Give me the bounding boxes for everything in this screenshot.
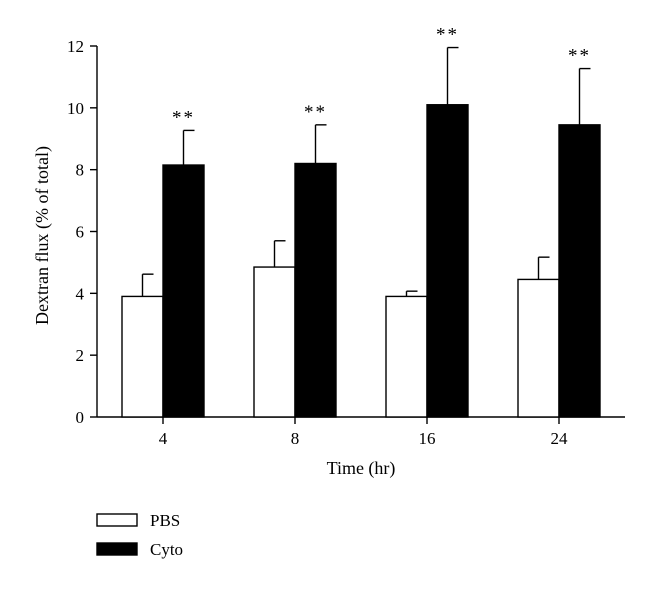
x-tick-label: 4 [159, 429, 168, 448]
y-axis-title: Dextran flux (% of total) [32, 146, 53, 325]
legend-swatch-cyto [96, 542, 138, 556]
bar-pbs [385, 295, 428, 418]
x-axis-title: Time (hr) [327, 458, 396, 479]
significance-marker: ** [304, 102, 327, 123]
bar-cyto [294, 162, 337, 418]
bar-pbs [121, 295, 164, 418]
bar-cyto [426, 104, 469, 418]
legend-swatch-pbs [96, 513, 138, 527]
y-tick-label: 0 [76, 408, 85, 427]
y-tick-label: 2 [76, 346, 85, 365]
bar-cyto [558, 124, 601, 418]
y-tick-label: 6 [76, 223, 85, 242]
legend-label-pbs: PBS [150, 511, 180, 530]
significance-marker: ** [436, 25, 459, 46]
y-tick-label: 4 [76, 284, 85, 303]
x-tick-label: 16 [419, 429, 436, 448]
significance-marker: ** [568, 46, 591, 67]
significance-marker: ** [172, 107, 195, 128]
y-tick-label: 12 [67, 37, 84, 56]
y-tick-label: 10 [67, 99, 84, 118]
bar-pbs [253, 266, 296, 418]
bar-pbs [517, 278, 560, 418]
y-tick-label: 8 [76, 161, 85, 180]
bar-cyto [162, 164, 205, 418]
legend-label-cyto: Cyto [150, 540, 183, 559]
x-tick-label: 24 [551, 429, 569, 448]
x-tick-label: 8 [291, 429, 300, 448]
